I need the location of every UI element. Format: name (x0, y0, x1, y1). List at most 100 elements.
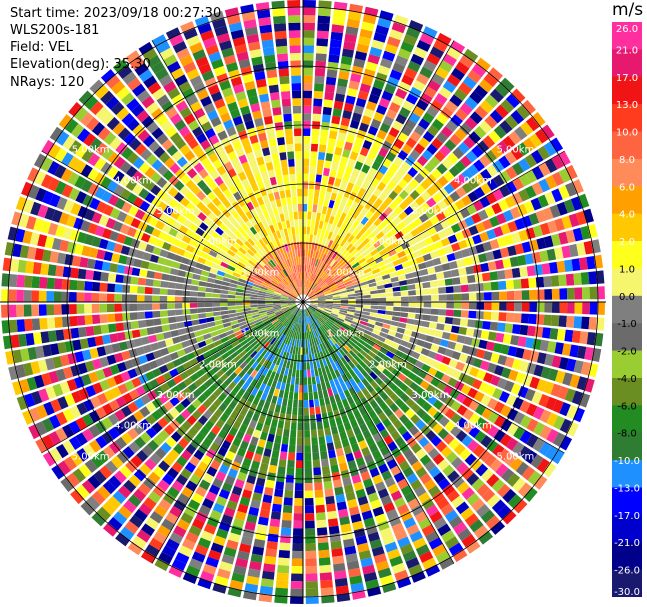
velocity-gate (325, 265, 332, 273)
velocity-gate (312, 459, 321, 468)
velocity-gate (280, 296, 289, 299)
velocity-gate (389, 359, 398, 368)
velocity-gate (270, 281, 278, 287)
velocity-gate (320, 182, 328, 192)
velocity-gate (144, 192, 156, 204)
velocity-gate (102, 403, 114, 416)
velocity-gate (312, 250, 317, 259)
velocity-gate (280, 527, 292, 536)
velocity-gate (516, 104, 531, 120)
velocity-gate (297, 331, 300, 340)
velocity-gate (265, 548, 277, 558)
velocity-gate (213, 388, 223, 398)
velocity-gate (62, 266, 72, 278)
velocity-gate (277, 557, 290, 566)
velocity-gate (207, 212, 217, 222)
velocity-gate (407, 313, 416, 319)
velocity-gate (137, 277, 147, 286)
velocity-gate (63, 456, 78, 471)
velocity-gate (179, 371, 190, 381)
velocity-gate (206, 317, 215, 323)
velocity-gate (312, 266, 317, 274)
velocity-gate (521, 466, 536, 481)
velocity-gate (416, 73, 430, 86)
velocity-gate (322, 286, 330, 292)
velocity-gate (301, 286, 303, 295)
velocity-gate (334, 577, 348, 588)
velocity-gate (363, 329, 372, 336)
velocity-gate (301, 264, 303, 272)
velocity-gate (323, 198, 330, 207)
velocity-gate (273, 223, 279, 232)
velocity-gate (218, 332, 228, 339)
velocity-gate (519, 324, 529, 336)
velocity-gate (230, 76, 243, 87)
velocity-gate (430, 99, 444, 112)
velocity-gate (159, 295, 168, 302)
velocity-gate (255, 389, 264, 399)
velocity-gate (361, 249, 370, 258)
velocity-gate (447, 152, 459, 165)
velocity-gate (204, 259, 213, 267)
velocity-gate (269, 371, 276, 380)
velocity-gate (369, 46, 383, 58)
velocity-gate (495, 259, 505, 270)
velocity-gate (326, 223, 333, 232)
velocity-gate (456, 259, 466, 268)
velocity-gate (309, 281, 315, 289)
velocity-gate (276, 175, 283, 184)
velocity-gate (138, 41, 154, 56)
velocity-gate (238, 369, 246, 379)
velocity-gate (189, 297, 198, 302)
velocity-gate (446, 253, 456, 262)
velocity-gate (279, 325, 286, 333)
velocity-gate (242, 268, 251, 275)
velocity-gate (241, 489, 253, 499)
velocity-gate (336, 592, 351, 603)
velocity-gate (425, 384, 436, 394)
velocity-gate (468, 400, 480, 412)
velocity-gate (373, 343, 382, 351)
velocity-gate (465, 355, 476, 366)
velocity-gate (344, 363, 352, 372)
velocity-gate (428, 322, 438, 330)
velocity-gate (269, 91, 280, 101)
velocity-gate (237, 261, 246, 269)
velocity-gate (367, 125, 379, 136)
velocity-gate (191, 233, 202, 242)
velocity-gate (368, 223, 378, 232)
velocity-gate (152, 279, 162, 288)
velocity-gate (163, 80, 177, 94)
velocity-gate (197, 291, 206, 297)
velocity-gate (202, 563, 217, 575)
velocity-gate (472, 234, 482, 245)
velocity-gate (359, 246, 368, 254)
velocity-gate (348, 216, 356, 226)
velocity-gate (218, 488, 230, 500)
velocity-gate (208, 152, 219, 163)
velocity-gate (469, 413, 481, 425)
velocity-gate (144, 167, 156, 179)
velocity-gate (344, 232, 352, 241)
velocity-gate (432, 543, 447, 557)
velocity-gate (269, 457, 279, 467)
velocity-gate (426, 105, 439, 118)
velocity-gate (483, 282, 492, 291)
velocity-gate (275, 38, 288, 47)
velocity-gate (271, 318, 279, 325)
velocity-gate (423, 219, 434, 230)
velocity-gate (368, 260, 377, 268)
velocity-gate (319, 317, 326, 324)
velocity-gate (307, 307, 314, 314)
velocity-gate (346, 313, 355, 318)
velocity-gate (378, 97, 391, 109)
velocity-gate (258, 132, 267, 142)
velocity-gate (257, 304, 266, 307)
velocity-gate (278, 374, 284, 383)
velocity-gate (465, 237, 475, 247)
velocity-gate (431, 73, 445, 86)
velocity-gate (351, 248, 359, 257)
velocity-gate (376, 317, 385, 323)
velocity-gate (522, 349, 532, 361)
velocity-gate (190, 185, 201, 196)
